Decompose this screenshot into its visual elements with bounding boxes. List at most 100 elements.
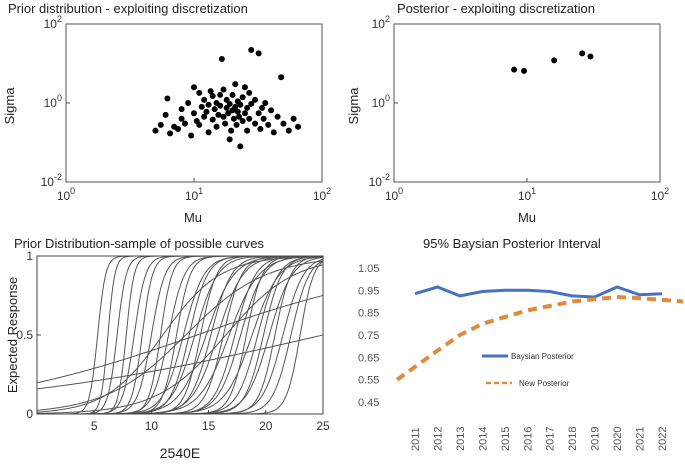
response-curve [37, 255, 323, 415]
x-tick-label: 25 [316, 419, 330, 433]
scatter-point [188, 132, 195, 139]
scatter-point [244, 104, 251, 111]
scatter-point [201, 113, 208, 120]
scatter-point [232, 103, 239, 110]
y-axis-label: Sigma [2, 87, 17, 125]
chart-title: Prior Distribution-sample of possible cu… [14, 236, 264, 251]
chart-title: Posterior - exploiting discretization [397, 1, 595, 16]
scatter-point [579, 50, 586, 57]
scatter-point [185, 100, 192, 106]
scatter-point [211, 106, 218, 113]
response-curve [37, 255, 323, 415]
scatter-point [262, 100, 269, 106]
x-axis-label: Mu [184, 210, 202, 225]
legend: Baysian Posterior New Posterior [482, 352, 574, 388]
y-tick-label: 10-2 [41, 172, 62, 189]
response-curve [36, 334, 324, 390]
response-curve [37, 256, 324, 415]
y-tick-label: 0.5 [16, 328, 33, 342]
scatter-point [167, 130, 174, 137]
x-tick-label: 2022 [657, 427, 669, 451]
scatter-point [226, 100, 233, 107]
response-curve [37, 255, 323, 415]
scatter-point [205, 129, 212, 136]
y-axis-label: Expected Response [5, 277, 20, 393]
scatter-point [248, 100, 255, 107]
response-curve [37, 255, 323, 415]
x-tick-label: 100 [385, 186, 403, 203]
scatter-point [236, 113, 243, 120]
x-tick-label: 2012 [432, 427, 444, 451]
response-curve [37, 255, 323, 415]
scatter-point [246, 89, 253, 96]
scatter-point [162, 111, 169, 118]
scatter-point [295, 123, 302, 130]
response-curve [36, 256, 323, 413]
response-curve [37, 255, 323, 415]
scatter-point [191, 110, 197, 117]
response-curve [37, 255, 323, 415]
x-tick-label: 2013 [455, 427, 467, 451]
x-axis-label: Mu [518, 210, 536, 225]
scatter-point [268, 107, 275, 114]
x-tick-label: 102 [313, 186, 331, 203]
scatter-point [252, 96, 259, 103]
response-curve [37, 255, 323, 415]
x-tick-label: 2017 [545, 427, 557, 451]
scatter-point [225, 110, 232, 117]
response-curve [36, 295, 324, 384]
scatter-point [239, 118, 246, 125]
scatter-point [198, 103, 205, 110]
scatter-point [234, 108, 241, 115]
y-axis-label: Sigma [346, 87, 361, 125]
scatter-point [175, 125, 182, 132]
scatter-point [280, 120, 287, 127]
legend-label: New Posterior [519, 379, 570, 388]
scatter-point [239, 94, 246, 101]
x-tick-label: 20 [259, 419, 273, 433]
response-curve [37, 255, 323, 415]
scatter-point [178, 106, 185, 113]
scatter-point [255, 50, 262, 57]
chart-title: Prior distribution - exploiting discreti… [8, 1, 248, 16]
scatter-point [164, 95, 171, 102]
scatter-point [196, 89, 203, 96]
x-tick-label: 2011 [410, 427, 422, 451]
scatter-point [152, 127, 159, 134]
response-curve [37, 255, 323, 415]
response-curve [37, 255, 323, 415]
scatter-point [217, 91, 224, 98]
scatter-point [255, 110, 262, 117]
series-line-baysian-posterior [414, 285, 663, 299]
scatter-point [259, 104, 266, 111]
scatter-point [205, 101, 212, 108]
response-curve [37, 255, 323, 415]
scatter-point [551, 57, 558, 64]
y-tick-label: 0.65 [358, 352, 379, 364]
response-curve [37, 255, 323, 415]
scatter-point [246, 115, 253, 122]
scatter-point [218, 55, 225, 62]
response-curve [37, 255, 323, 415]
scatter-point [265, 121, 272, 128]
scatter-point [278, 74, 285, 81]
response-curve [37, 261, 324, 415]
scatter-point [233, 121, 240, 128]
scatter-point [226, 136, 233, 143]
scatter-point [252, 120, 259, 127]
curve-group [36, 255, 324, 415]
scatter-point [209, 116, 216, 123]
response-curve [37, 255, 323, 415]
scatter-point [230, 115, 237, 122]
scatter-point [207, 88, 214, 95]
scatter-point [244, 127, 251, 134]
scatter-point [232, 81, 239, 88]
y-tick-label: 10-2 [369, 172, 390, 189]
series-line-new-posterior [395, 294, 684, 382]
plot-frame [393, 23, 661, 183]
scatter-point [229, 91, 236, 98]
response-curve [37, 255, 323, 415]
scatter-point [196, 121, 203, 128]
chart-title: 95% Baysian Posterior Interval [423, 236, 601, 251]
